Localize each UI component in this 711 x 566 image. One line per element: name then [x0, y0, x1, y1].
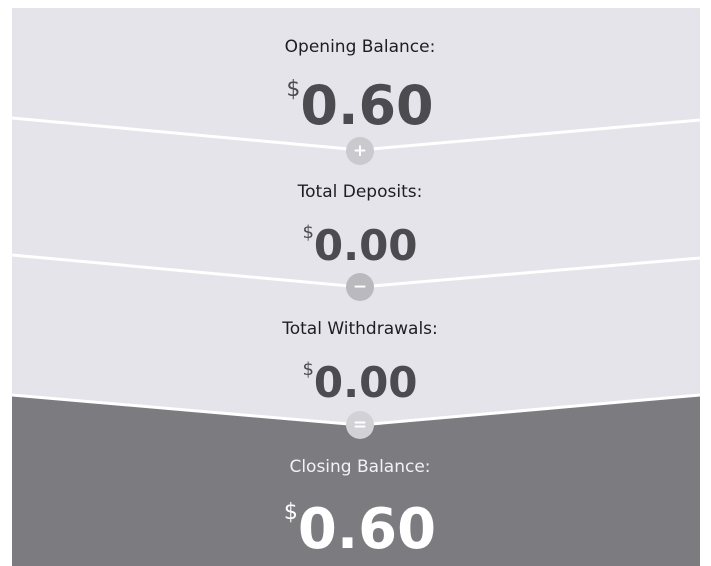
currency: $ [302, 359, 313, 380]
currency: $ [302, 222, 313, 243]
closing-panel [12, 395, 700, 566]
operator-symbol: − [353, 277, 367, 297]
section-amount: $0.60 [284, 497, 436, 562]
section-label: Opening Balance: [285, 37, 436, 57]
amount: 0.60 [300, 74, 433, 137]
currency: $ [284, 500, 298, 525]
operator-symbol: = [353, 415, 367, 435]
amount: 0.00 [314, 221, 418, 270]
section-label: Total Deposits: [297, 182, 423, 202]
section-label: Closing Balance: [289, 457, 430, 477]
currency: $ [286, 77, 300, 102]
operator-icon [346, 411, 374, 439]
section-amount: $0.00 [302, 358, 417, 407]
operator-symbol: + [353, 141, 367, 161]
amount: 0.00 [314, 358, 418, 407]
section-amount: $0.00 [302, 221, 417, 270]
operator-icon [346, 273, 374, 301]
section-label: Total Withdrawals: [281, 319, 438, 339]
section-amount: $0.60 [286, 74, 433, 137]
amount: 0.60 [298, 497, 436, 562]
operator-icon [346, 137, 374, 165]
